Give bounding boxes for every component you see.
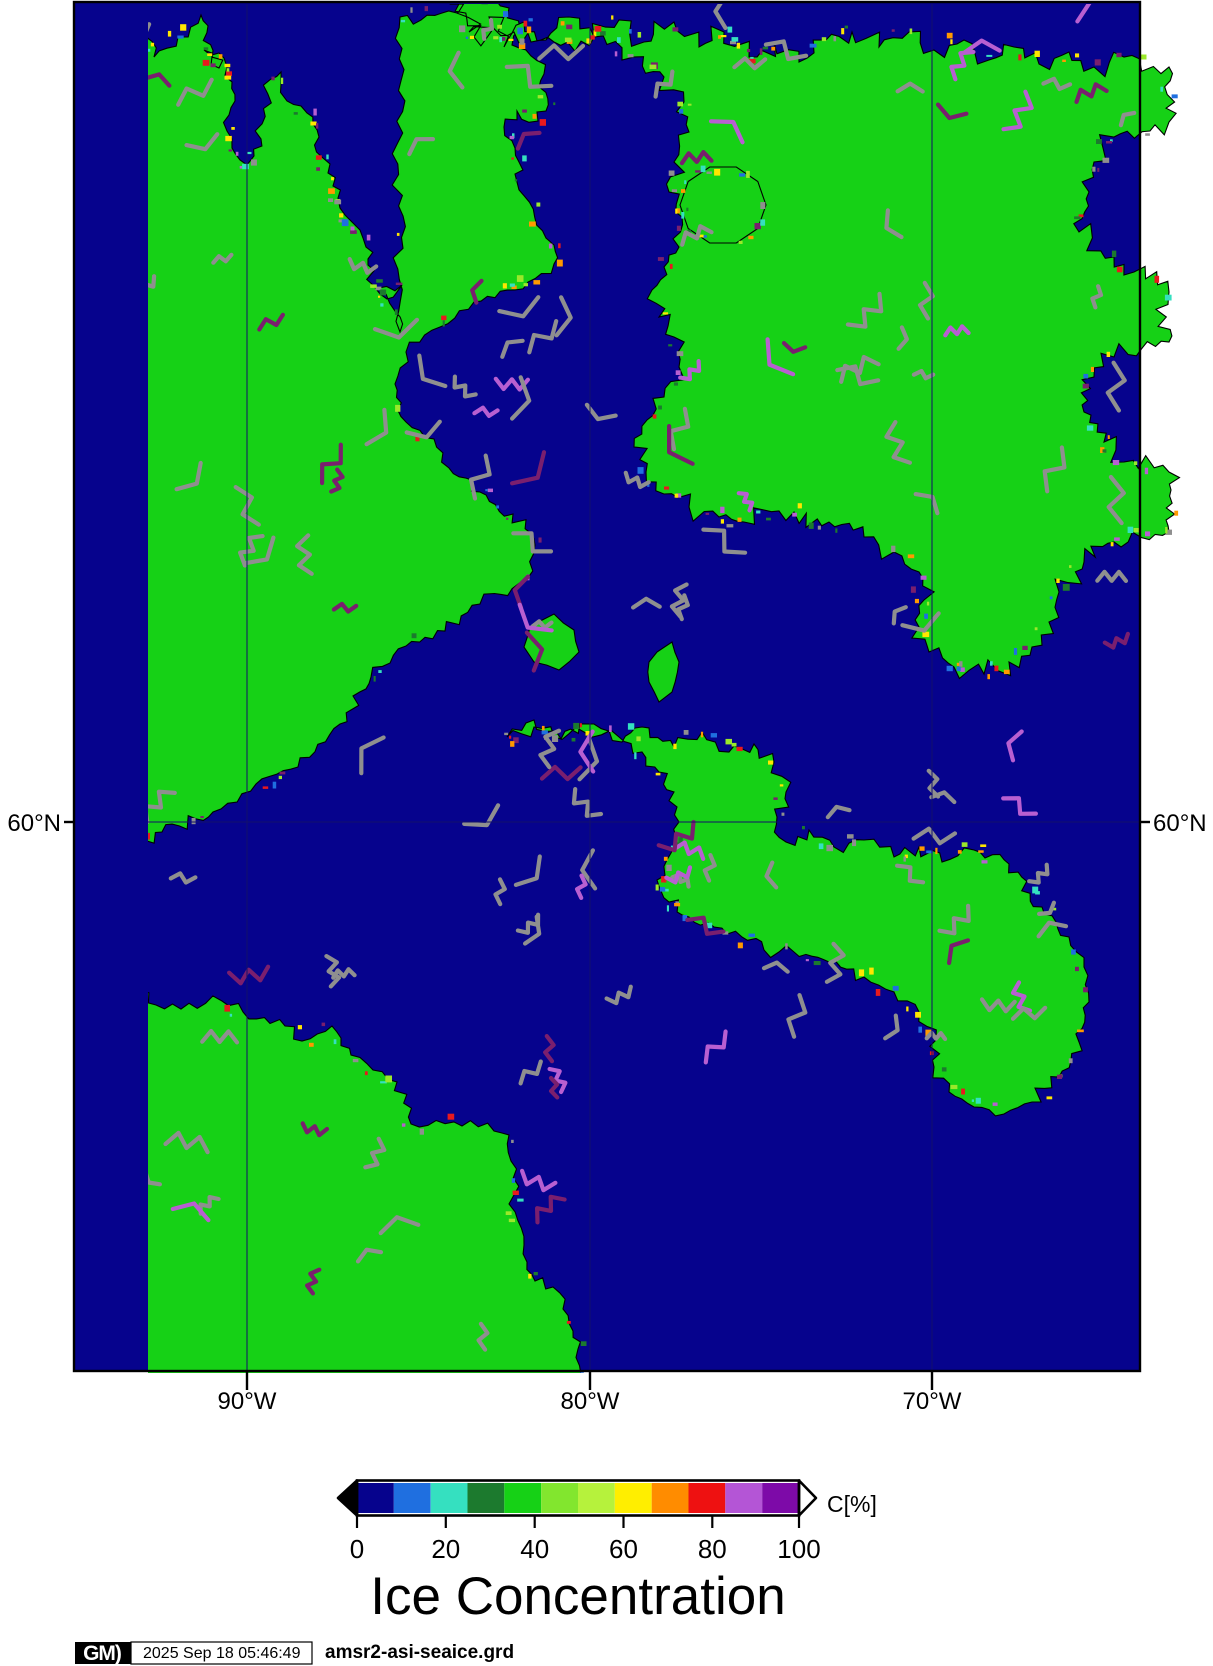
svg-text:amsr2-asi-seaice.grd: amsr2-asi-seaice.grd [325,1642,514,1663]
svg-text:2025 Sep 18 05:46:49: 2025 Sep 18 05:46:49 [143,1645,301,1662]
svg-text:0: 0 [350,1534,364,1564]
svg-text:80: 80 [698,1534,727,1564]
svg-text:80°W: 80°W [561,1388,620,1415]
svg-text:70°W: 70°W [903,1388,962,1415]
svg-text:C[%]: C[%] [827,1491,877,1517]
svg-text:60°N: 60°N [1153,810,1207,837]
svg-text:Ice Concentration: Ice Concentration [370,1567,785,1626]
svg-text:GM): GM) [83,1642,121,1665]
svg-text:60: 60 [609,1534,638,1564]
svg-text:90°W: 90°W [218,1388,277,1415]
svg-text:20: 20 [431,1534,460,1564]
svg-text:60°N: 60°N [7,810,61,837]
svg-text:40: 40 [520,1534,549,1564]
svg-text:100: 100 [777,1534,820,1564]
